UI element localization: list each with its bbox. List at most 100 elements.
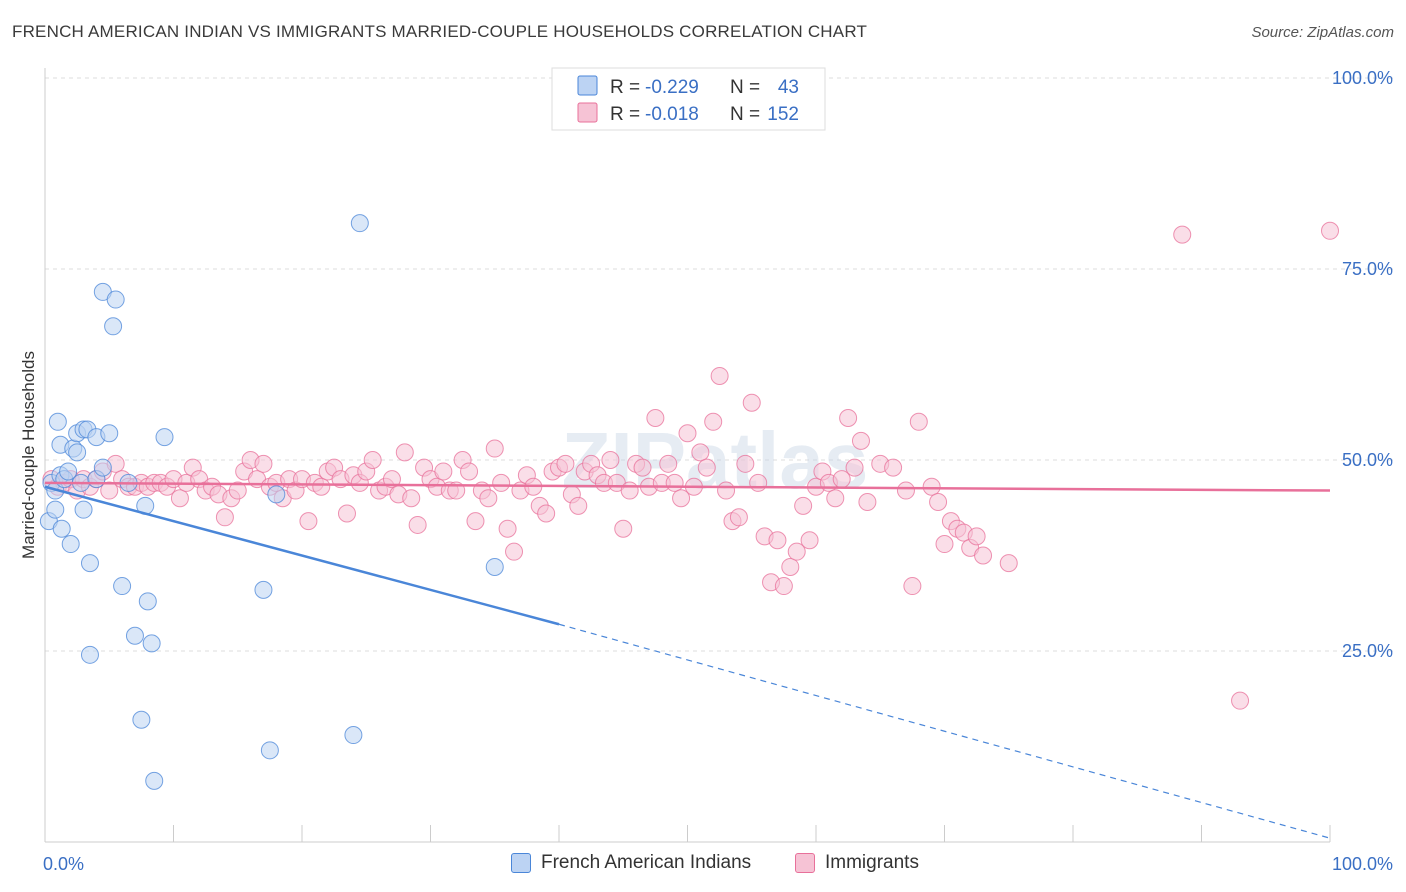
french-american-indians-point (80, 645, 99, 664)
french-american-indians-point (74, 500, 93, 519)
immigrants-point (1231, 691, 1250, 710)
blue-swatch (511, 853, 531, 873)
french-american-indians-point (59, 462, 78, 481)
axes (44, 68, 1331, 843)
legend-r-value: -0.229 (645, 77, 699, 98)
immigrants-point (254, 454, 273, 473)
immigrants-point (672, 489, 691, 508)
immigrants-point (749, 473, 768, 492)
y-tick-label: 100.0% (1332, 68, 1393, 88)
immigrants-point (909, 412, 928, 431)
immigrants-point (556, 454, 575, 473)
legend-r-label: R = (610, 104, 640, 125)
legend-item-immigrants[interactable]: Immigrants (795, 852, 919, 874)
immigrants-point (170, 489, 189, 508)
immigrants-point (434, 462, 453, 481)
french-american-indians-point (254, 580, 273, 599)
french-american-indians-point (46, 500, 65, 519)
french-american-indians-point (267, 485, 286, 504)
legend-n-label: N = (730, 104, 760, 125)
grid-lines (45, 77, 1395, 652)
immigrants-point (742, 393, 761, 412)
x-tick-label-max: 100.0% (1332, 854, 1393, 874)
immigrants-point (337, 504, 356, 523)
immigrants-point (781, 557, 800, 576)
immigrants-point (845, 458, 864, 477)
legend: R = -0.229 N = 43 R = -0.018 N = 152 (551, 67, 826, 131)
immigrants-trend-line (44, 481, 1331, 492)
immigrants-point (299, 512, 318, 531)
immigrants-point (460, 462, 479, 481)
immigrants-point (717, 481, 736, 500)
immigrants-point (884, 458, 903, 477)
immigrants-point (697, 458, 716, 477)
immigrants-point (228, 481, 247, 500)
immigrants-point (1321, 221, 1339, 240)
legend-label-french-american-indians: French American Indians (541, 852, 752, 873)
french-american-indians-point (145, 771, 164, 790)
immigrants-point (363, 451, 382, 469)
immigrants-point (665, 473, 684, 492)
french-american-indians-point (48, 412, 67, 431)
immigrants-point (1173, 225, 1192, 244)
immigrants-point (312, 477, 331, 496)
french-american-indians-point (68, 443, 87, 462)
immigrants-point (794, 496, 813, 515)
french-american-indians-point (125, 626, 144, 645)
french-american-indians-point (344, 726, 363, 745)
immigrants-point (729, 508, 748, 527)
immigrants-point (967, 527, 986, 546)
french-american-indians-point (138, 592, 157, 611)
immigrants-point (505, 542, 524, 561)
immigrants-point (479, 489, 498, 508)
legend-n-value: 152 (767, 104, 799, 125)
immigrants-point (839, 408, 858, 427)
legend-r-label: R = (610, 77, 640, 98)
french-american-indians-point (155, 428, 174, 447)
french-american-indians-point (80, 554, 99, 573)
immigrants-point (896, 481, 915, 500)
pink-swatch (795, 853, 815, 873)
immigrants-point (620, 481, 639, 500)
immigrants-point (858, 493, 877, 512)
french-american-indians-point (61, 535, 80, 554)
french-american-indians-point (100, 424, 119, 443)
immigrants-point (736, 454, 755, 473)
french-american-indians-point (106, 290, 125, 309)
immigrants-point (646, 408, 665, 427)
immigrants-point (633, 458, 652, 477)
legend-n-value: 43 (778, 77, 799, 98)
trend-lines (44, 481, 1331, 839)
tick-labels: 25.0% 50.0% 75.0% 100.0% 0.0% 100.0% (43, 68, 1393, 874)
immigrants-point (402, 489, 421, 508)
immigrants-point (787, 542, 806, 561)
immigrants-point (691, 443, 710, 462)
french-american-indians-trend-extension (558, 623, 1331, 839)
french-american-indians-point (52, 519, 71, 538)
immigrants-point (774, 577, 793, 596)
immigrants-point (678, 424, 697, 443)
y-axis-label: Married-couple Households (19, 351, 38, 559)
immigrants-point (974, 546, 993, 565)
immigrants-point (601, 451, 620, 469)
y-tick-label: 25.0% (1342, 641, 1393, 661)
immigrants-point (710, 366, 729, 385)
immigrants-point (768, 531, 787, 550)
y-tick-label: 75.0% (1342, 259, 1393, 279)
legend-bottom: French American Indians Immigrants (0, 852, 1406, 878)
french-american-indians-point (113, 577, 132, 596)
legend-n-label: N = (730, 77, 760, 98)
immigrants-point (466, 512, 485, 531)
immigrants-point (999, 554, 1018, 573)
immigrants-point (537, 504, 556, 523)
immigrants-point (704, 412, 723, 431)
french-american-indians-trend-line (44, 485, 560, 626)
french-american-indians-point (132, 710, 151, 729)
legend-r-value: -0.018 (645, 104, 699, 125)
french-american-indians-point (104, 317, 123, 336)
immigrants-point (485, 439, 504, 458)
legend-item-french-american-indians[interactable]: French American Indians (511, 852, 751, 874)
immigrants-point (826, 489, 845, 508)
immigrants-point (935, 535, 954, 554)
